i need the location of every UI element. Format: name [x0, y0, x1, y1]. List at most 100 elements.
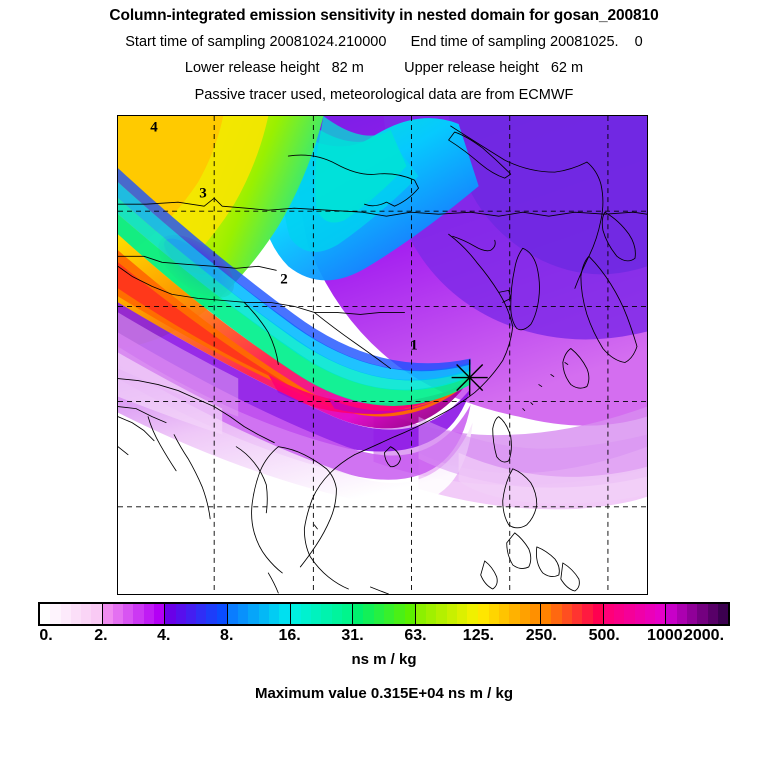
colorbar-segment: [666, 604, 729, 624]
colorbar-band: [456, 604, 468, 624]
colorbar-band: [519, 604, 530, 624]
colorbar-band: [60, 604, 71, 624]
colorbar-band: [686, 604, 698, 624]
sampling-time-line: Start time of sampling 20081024.210000 E…: [125, 33, 643, 50]
colorbar-segment: [227, 604, 291, 624]
colorbar-band: [404, 604, 415, 624]
colorbar-band: [185, 604, 197, 624]
page-title: Column-integrated emission sensitivity i…: [109, 7, 659, 24]
colorbar-segment: [415, 604, 479, 624]
colorbar-band: [123, 604, 134, 624]
colorbar-band: [248, 604, 259, 624]
colorbar-gradient: [38, 602, 730, 626]
colorbar-band: [634, 604, 645, 624]
colorbar-band: [279, 604, 290, 624]
colorbar-band: [644, 604, 656, 624]
header-block: Column-integrated emission sensitivity i…: [0, 0, 768, 102]
colorbar-tick-label: 31.: [341, 627, 364, 644]
colorbar-band: [238, 604, 249, 624]
colorbar-segment: [102, 604, 166, 624]
plot-inner: 4 3 2 1: [118, 116, 647, 594]
colorbar-segment: [40, 604, 103, 624]
map-gridlines: [118, 116, 647, 594]
colorbar-band: [624, 604, 635, 624]
colorbar-band: [206, 604, 217, 624]
colorbar-band: [40, 604, 51, 624]
colorbar-band: [592, 604, 603, 624]
day-marker-1: 1: [410, 337, 418, 354]
map-plot-area: 4 3 2 1: [117, 115, 648, 595]
release-point-star-layer: [451, 359, 488, 396]
colorbar-band: [341, 604, 353, 624]
colorbar-tick-label: 2.: [94, 627, 108, 644]
tracer-met-line: Passive tracer used, meteorological data…: [194, 86, 574, 103]
maximum-value-label: Maximum value 0.315E+04 ns m / kg: [254, 685, 514, 702]
colorbar-band: [112, 604, 124, 624]
colorbar-band: [133, 604, 144, 624]
colorbar-band: [165, 604, 176, 624]
colorbar-band: [331, 604, 342, 624]
colorbar-band: [91, 604, 102, 624]
colorbar-band: [290, 604, 301, 624]
colorbar-band: [436, 604, 447, 624]
colorbar-tick-label: 1000.: [647, 627, 688, 644]
colorbar-band: [478, 604, 489, 624]
colorbar-band: [394, 604, 405, 624]
colorbar-band: [529, 604, 541, 624]
day-marker-3: 3: [199, 185, 207, 202]
colorbar-tick-label: 63.: [404, 627, 427, 644]
colorbar-band: [300, 604, 312, 624]
colorbar-band: [561, 604, 572, 624]
release-point-star: [451, 359, 488, 396]
colorbar-band: [426, 604, 437, 624]
colorbar-segment: [541, 604, 604, 624]
colorbar-band: [488, 604, 500, 624]
colorbar-band: [666, 604, 677, 624]
colorbar-band: [499, 604, 510, 624]
colorbar-segment: [603, 604, 667, 624]
coastline-overlay: [118, 125, 647, 594]
colorbar-band: [582, 604, 593, 624]
colorbar-tick-label: 250.: [525, 627, 557, 644]
colorbar-segment: [478, 604, 542, 624]
colorbar-tick-label: 0.: [39, 627, 53, 644]
colorbar-band: [707, 604, 718, 624]
colorbar-tick-labels: 0. 2. 4. 8. 16. 31. 63. 125. 250. 500. 1000. 2000.: [38, 626, 730, 648]
colorbar-band: [353, 604, 364, 624]
colorbar-unit-label: ns m / kg: [351, 651, 417, 668]
colorbar-band: [541, 604, 552, 624]
colorbar-band: [384, 604, 395, 624]
colorbar-band: [717, 604, 729, 624]
colorbar-band: [551, 604, 562, 624]
colorbar-tick-label: 4.: [157, 627, 171, 644]
colorbar-band: [50, 604, 61, 624]
colorbar-band: [676, 604, 687, 624]
colorbar-band: [311, 604, 322, 624]
colorbar-band: [196, 604, 207, 624]
colorbar-segment: [165, 604, 228, 624]
colorbar-segment: [290, 604, 354, 624]
colorbar-band: [154, 604, 165, 624]
colorbar-band: [415, 604, 427, 624]
colorbar: 0. 2. 4. 8. 16. 31. 63. 125. 250. 500. 1000. 2000.: [38, 602, 730, 644]
day-marker-4: 4: [150, 119, 158, 136]
colorbar-band: [227, 604, 239, 624]
colorbar-tick-label: 2000.: [683, 627, 725, 644]
colorbar-segment: [353, 604, 416, 624]
colorbar-tick-label: 16.: [278, 627, 301, 644]
colorbar-band: [467, 604, 478, 624]
colorbar-band: [571, 604, 583, 624]
colorbar-band: [446, 604, 457, 624]
colorbar-band: [697, 604, 708, 624]
colorbar-band: [269, 604, 280, 624]
colorbar-band: [143, 604, 155, 624]
colorbar-band: [614, 604, 625, 624]
colorbar-band: [655, 604, 666, 624]
colorbar-band: [509, 604, 520, 624]
colorbar-band: [603, 604, 615, 624]
colorbar-band: [102, 604, 113, 624]
day-marker-2: 2: [280, 271, 288, 288]
colorbar-band: [70, 604, 82, 624]
release-height-line: Lower release height 82 m Upper release …: [184, 60, 584, 76]
colorbar-band: [363, 604, 374, 624]
